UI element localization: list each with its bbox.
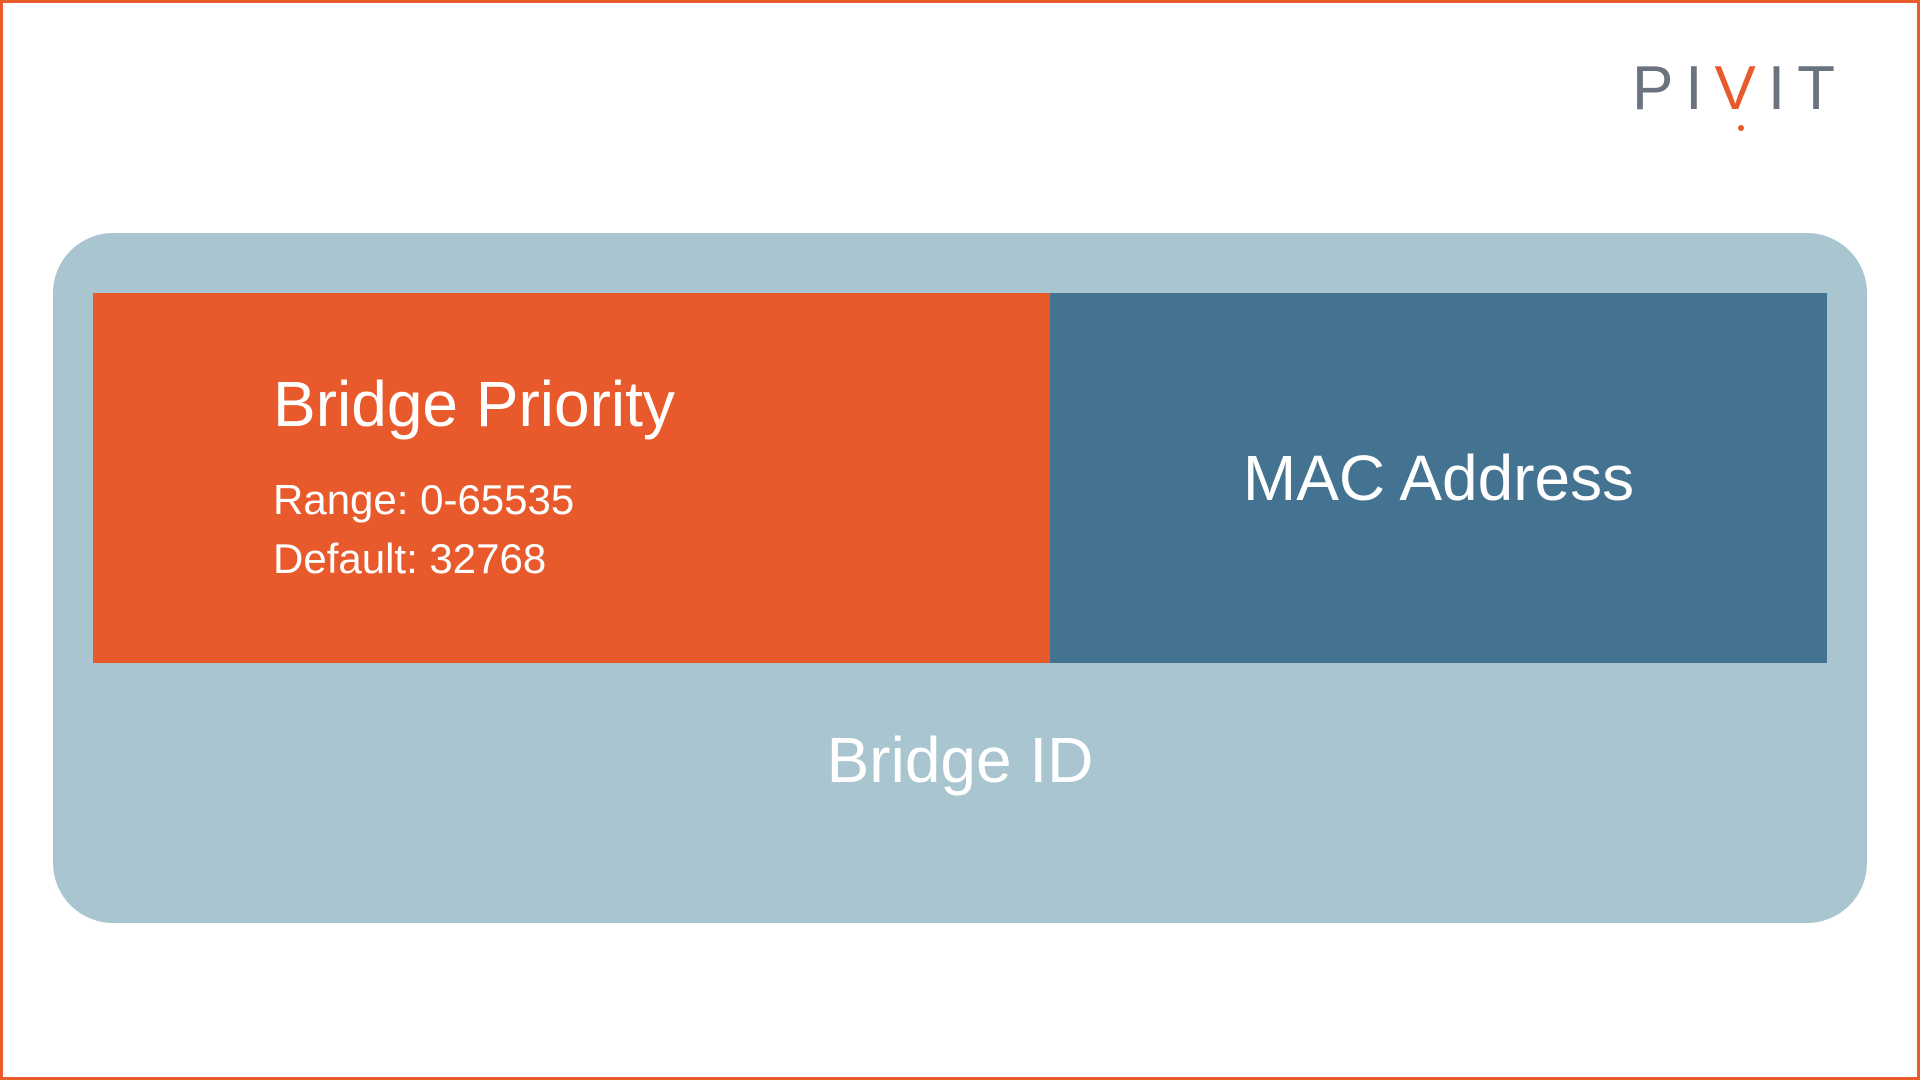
bridge-id-container: Bridge Priority Range: 0-65535 Default: … <box>53 233 1867 923</box>
components-row: Bridge Priority Range: 0-65535 Default: … <box>93 293 1827 663</box>
mac-address-title: MAC Address <box>1243 441 1634 515</box>
pivit-logo: PIVIT <box>1632 53 1847 124</box>
diagram-frame: PIVIT Bridge Priority Range: 0-65535 Def… <box>0 0 1920 1080</box>
mac-address-box: MAC Address <box>1050 293 1827 663</box>
logo-accent: V <box>1715 54 1768 123</box>
logo-part1: PI <box>1632 54 1715 123</box>
bridge-priority-range: Range: 0-65535 <box>273 471 1050 530</box>
bridge-id-label: Bridge ID <box>93 723 1827 797</box>
logo-part2: IT <box>1768 54 1847 123</box>
bridge-priority-default: Default: 32768 <box>273 530 1050 589</box>
bridge-priority-box: Bridge Priority Range: 0-65535 Default: … <box>93 293 1050 663</box>
bridge-priority-title: Bridge Priority <box>273 367 1050 441</box>
